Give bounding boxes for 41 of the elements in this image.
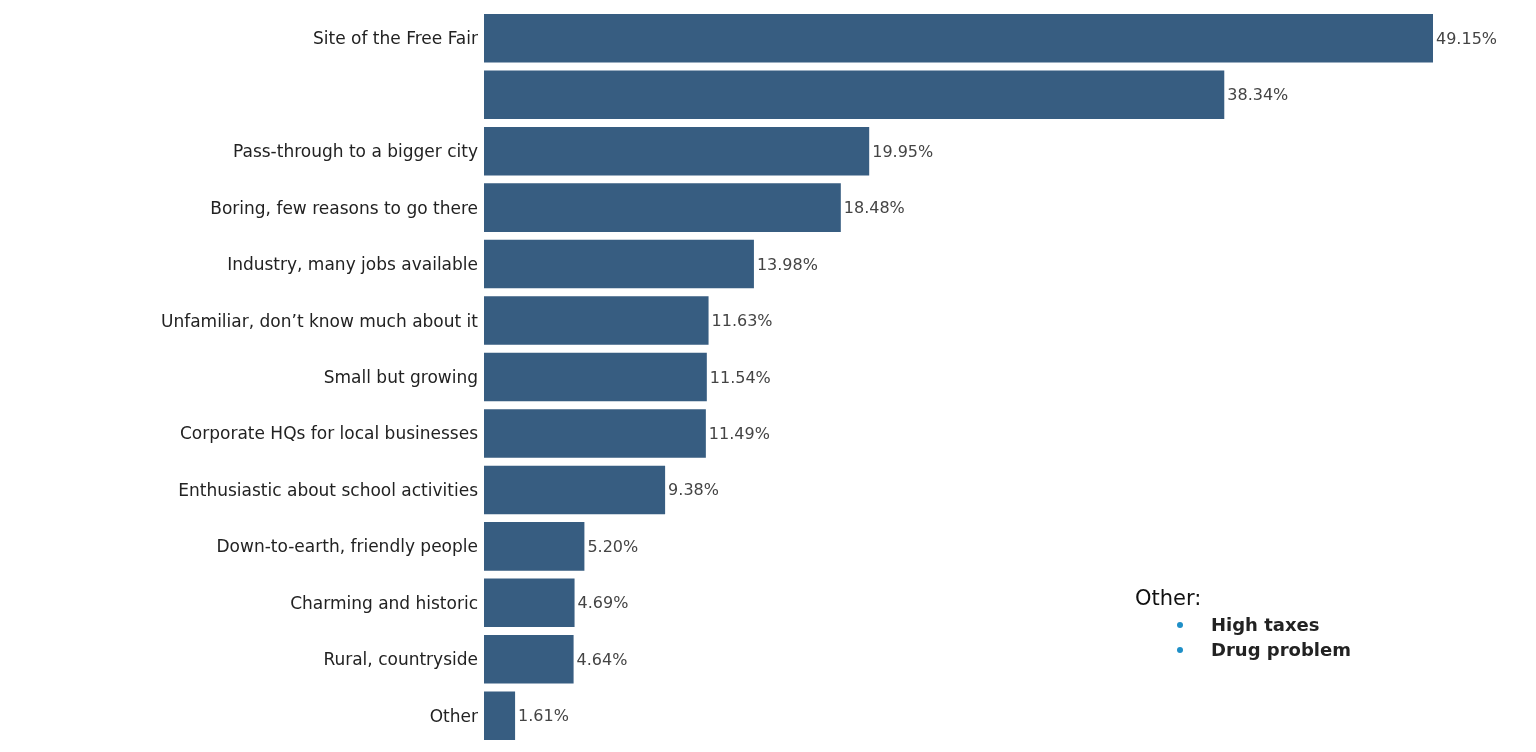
annotation: High taxes xyxy=(1211,614,1320,635)
y-tick-label: Industry, many jobs available xyxy=(227,254,478,275)
data-label: 11.49% xyxy=(708,423,770,443)
y-tick-label: Unfamiliar, don’t know much about it xyxy=(160,310,479,331)
y-tick-label: Corporate HQs for local businesses xyxy=(179,423,479,444)
data-label: 1.61% xyxy=(518,706,569,726)
y-tick-label: Enthusiastic about school activities xyxy=(178,479,479,500)
bar xyxy=(484,352,707,402)
bar xyxy=(484,183,841,232)
y-tick-label: Charming and historic xyxy=(290,592,478,613)
data-label: 49.15% xyxy=(1436,28,1498,48)
bar xyxy=(484,522,585,571)
data-label: 4.64% xyxy=(576,649,628,669)
data-label: 9.38% xyxy=(668,480,719,500)
data-label: 11.63% xyxy=(711,311,773,331)
data-label: 18.48% xyxy=(843,198,905,218)
data-label: 13.98% xyxy=(756,254,818,274)
data-label: 19.95% xyxy=(872,141,934,161)
bar xyxy=(484,13,1433,63)
bar xyxy=(484,126,870,176)
bar xyxy=(484,691,516,741)
annotation: Drug problem xyxy=(1211,639,1351,660)
y-tick-label: Pass-through to a bigger city xyxy=(233,141,478,162)
y-tick-label: Other xyxy=(429,705,478,726)
y-tick-label: Rural, countryside xyxy=(323,649,478,670)
data-label: 5.20% xyxy=(587,536,639,556)
y-tick-label: Small but growing xyxy=(323,367,478,387)
y-tick-label: Boring, few reasons to go there xyxy=(210,197,478,218)
bar xyxy=(484,239,754,289)
bar xyxy=(484,465,666,515)
bar xyxy=(484,578,575,628)
data-label: 11.54% xyxy=(709,367,771,387)
annotation: Other: xyxy=(1135,586,1203,610)
y-tick-label: Down-to-earth, friendly people xyxy=(216,536,478,557)
bar xyxy=(484,409,706,458)
data-label: 38.34% xyxy=(1227,85,1289,105)
data-label: 4.69% xyxy=(577,593,629,613)
bar xyxy=(484,296,709,345)
y-tick-label: Site of the Free Fair xyxy=(313,28,478,49)
bar xyxy=(484,70,1225,119)
bar xyxy=(484,635,574,684)
